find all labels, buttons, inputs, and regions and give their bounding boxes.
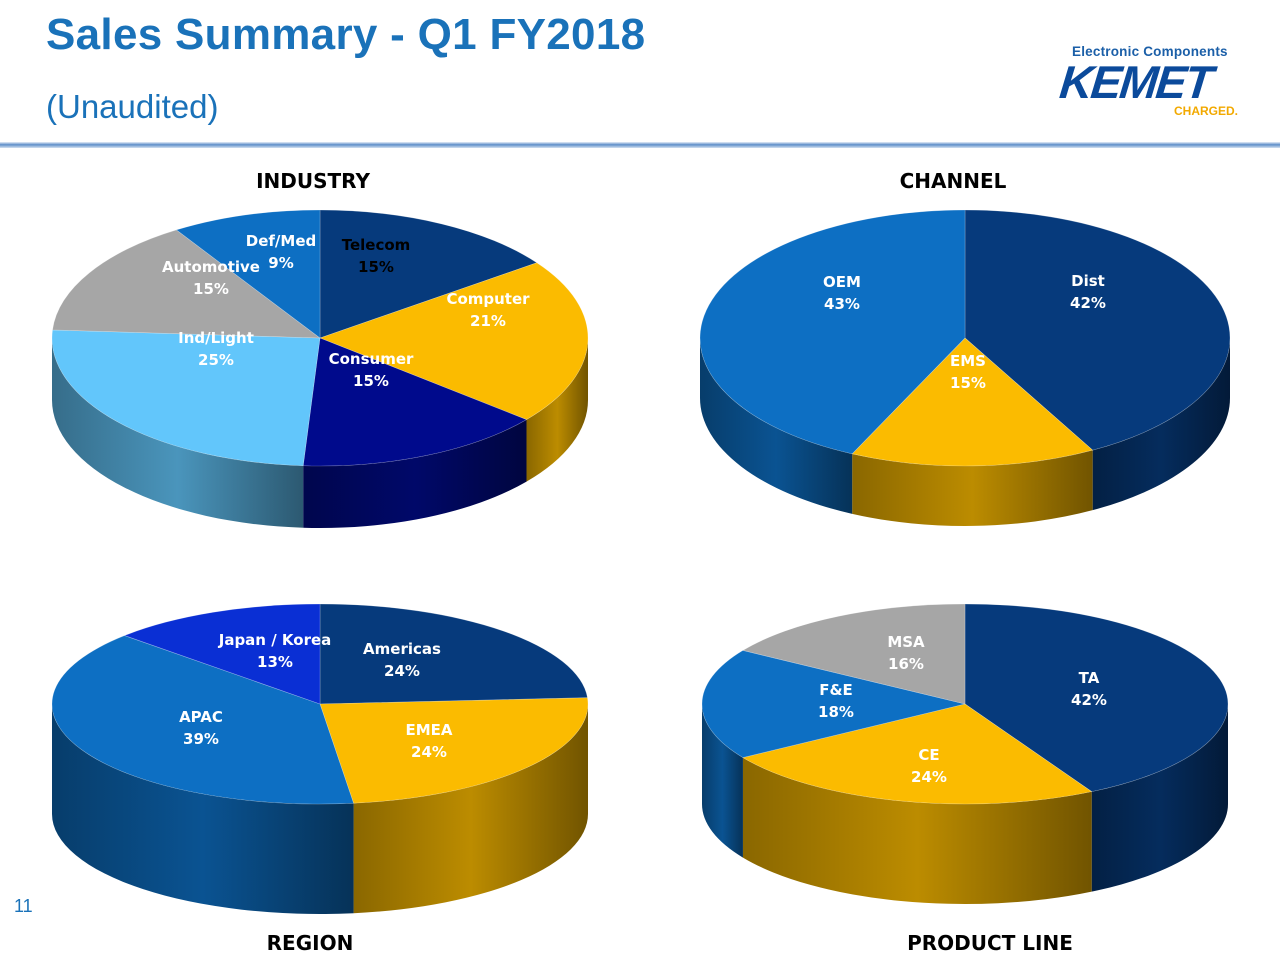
chart-title-region: REGION — [267, 931, 354, 955]
slice-name: APAC — [179, 708, 223, 726]
pie-slice-def-med — [175, 209, 321, 339]
pie-slice-emea — [319, 697, 589, 804]
slice-value: 15% — [950, 374, 986, 392]
chart-industry: Telecom 15% Computer 21% Consumer 15% Ind/Ligh… — [51, 169, 589, 528]
slice-label-dist: Dist 42% — [1070, 272, 1106, 312]
slice-value: 42% — [1070, 294, 1106, 312]
page-number: 11 — [14, 896, 33, 916]
slice-value: 15% — [358, 258, 394, 276]
slice-name: EMS — [950, 352, 986, 370]
slice-value: 24% — [911, 768, 947, 786]
pie-slice-telecom — [319, 209, 538, 339]
logo-charged-text: CHARGED. — [1174, 104, 1239, 118]
slice-name: MSA — [887, 633, 925, 651]
slice-name: TA — [1079, 669, 1100, 687]
slice-label-apac: APAC 39% — [179, 708, 223, 748]
slice-value: 39% — [183, 730, 219, 748]
pie-slice-ce — [742, 703, 1093, 805]
slice-name: Ind/Light — [178, 329, 254, 347]
pie-slice-automotive — [52, 229, 321, 339]
kemet-logo: Electronic Components KEMET CHARGED. — [1050, 40, 1250, 130]
slice-value: 13% — [257, 653, 293, 671]
slice-label-f-e: F&E 18% — [818, 681, 854, 721]
header-divider — [0, 142, 1280, 148]
pie-slice-consumer — [302, 337, 528, 467]
slice-name: Def/Med — [246, 232, 316, 250]
slice-value: 18% — [818, 703, 854, 721]
slice-name: F&E — [819, 681, 853, 699]
pie-slice-americas — [319, 603, 588, 705]
pie-slice-computer — [319, 262, 589, 420]
slice-label-oem: OEM 43% — [823, 273, 861, 313]
page-title: Sales Summary - Q1 FY2018 — [46, 10, 646, 59]
slice-label-msa: MSA 16% — [887, 633, 925, 673]
pie-slice-ind-light — [51, 329, 321, 467]
slice-value: 25% — [198, 351, 234, 369]
pie-side-consumer — [303, 419, 527, 528]
slice-name: Computer — [446, 290, 530, 308]
chart-channel: Dist 42% EMS 15% OEM 43% CHANNEL — [699, 169, 1231, 526]
slice-label-ems: EMS 15% — [950, 352, 986, 392]
slice-label-def-med: Def/Med 9% — [246, 232, 316, 272]
chart-title-product-line: PRODUCT LINE — [907, 931, 1073, 955]
slice-name: OEM — [823, 273, 861, 291]
slice-value: 24% — [411, 743, 447, 761]
slice-label-telecom: Telecom 15% — [342, 236, 411, 276]
pie-slice-apac — [51, 635, 355, 805]
slice-label-japan-korea: Japan / Korea 13% — [218, 631, 332, 671]
pie-side-ems — [852, 450, 1093, 526]
slice-value: 24% — [384, 662, 420, 680]
pie-slice-dist — [964, 209, 1231, 451]
page-subtitle: (Unaudited) — [46, 88, 219, 125]
slice-value: 43% — [824, 295, 860, 313]
pie-slice-japan-korea — [123, 603, 321, 705]
slice-label-ind-light: Ind/Light 25% — [178, 329, 254, 369]
pie-slice-f-e — [701, 650, 966, 758]
slice-label-computer: Computer 21% — [446, 290, 530, 330]
slice-name: Japan / Korea — [218, 631, 332, 649]
slice-value: 16% — [888, 655, 924, 673]
slice-value: 15% — [193, 280, 229, 298]
logo-tagline: Electronic Components — [1072, 44, 1228, 59]
pie-slice-ta — [964, 603, 1229, 792]
pie-slice-ems — [851, 337, 1094, 467]
slice-name: CE — [918, 746, 939, 764]
pie-side-ind-light — [52, 338, 304, 528]
slice-name: Automotive — [162, 258, 260, 276]
pie-side-oem — [700, 338, 853, 514]
slice-value: 9% — [268, 254, 293, 272]
pie-slice-oem — [699, 209, 966, 455]
chart-title-industry: INDUSTRY — [256, 169, 370, 193]
pie-side-computer — [526, 338, 588, 482]
slice-name: EMEA — [405, 721, 452, 739]
slice-label-emea: EMEA 24% — [405, 721, 452, 761]
slice-name: Dist — [1071, 272, 1105, 290]
pie-side-emea — [353, 704, 588, 914]
slice-value: 15% — [353, 372, 389, 390]
chart-title-channel: CHANNEL — [900, 169, 1007, 193]
pie-side-ce — [742, 757, 1092, 904]
slice-name: Telecom — [342, 236, 411, 254]
pie-side-apac — [52, 704, 354, 914]
slice-label-consumer: Consumer 15% — [329, 350, 414, 390]
chart-region: Americas 24% EMEA 24% APAC 39% Japan / Korea 13… — [51, 603, 589, 955]
pie-slice-msa — [742, 603, 966, 705]
chart-product-line: TA 42% CE 24% F&E 18% MSA 16% PRODUCT LINE — [701, 603, 1229, 955]
pie-side-f-e — [702, 704, 743, 858]
pie-side-ta — [1091, 704, 1228, 892]
slice-value: 42% — [1071, 691, 1107, 709]
slice-value: 21% — [470, 312, 506, 330]
slice-label-automotive: Automotive 15% — [162, 258, 260, 298]
slice-name: Consumer — [329, 350, 414, 368]
slice-label-ce: CE 24% — [911, 746, 947, 786]
slice-label-ta: TA 42% — [1071, 669, 1107, 709]
slice-label-americas: Americas 24% — [363, 640, 441, 680]
slice-name: Americas — [363, 640, 441, 658]
pie-side-dist — [1092, 338, 1230, 511]
